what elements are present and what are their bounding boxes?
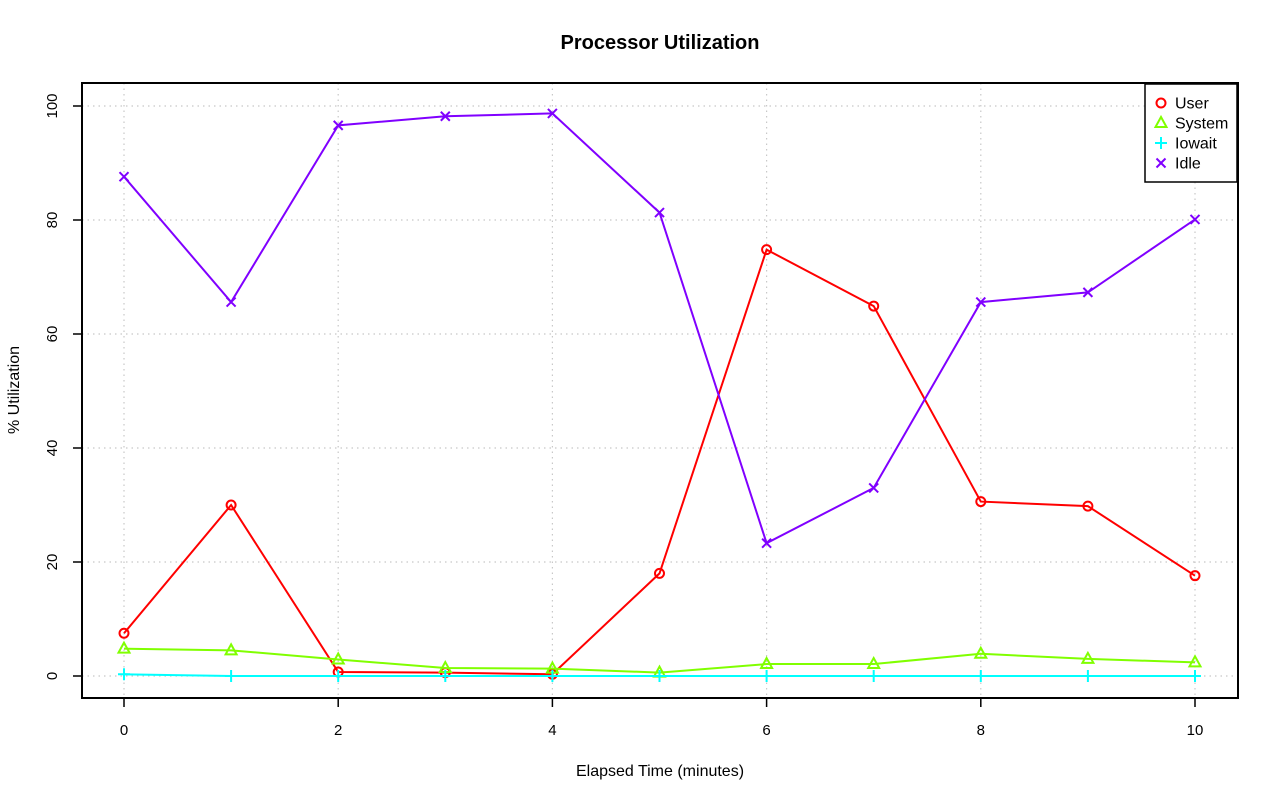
- series-system-point: [223, 642, 239, 656]
- x-axis-title: Elapsed Time (minutes): [576, 763, 744, 780]
- series-user-line: [123, 248, 1196, 676]
- legend-marker-user: [1155, 97, 1167, 109]
- y-tick-label: 20: [44, 554, 61, 571]
- series-idle-point: [118, 171, 130, 182]
- series-iowait-point: [974, 670, 987, 682]
- series-idle-point: [761, 537, 772, 549]
- series-idle-point: [332, 120, 344, 131]
- grid-lines: [82, 83, 1238, 698]
- series-idle: [118, 108, 1201, 549]
- series-idle-point: [1189, 214, 1201, 225]
- x-tick-label: 8: [977, 722, 985, 739]
- series-idle-point: [440, 111, 451, 122]
- series-user-point: [654, 567, 665, 579]
- series-idle-point: [975, 296, 987, 308]
- legend-label-iowait: Iowait: [1175, 136, 1217, 153]
- series-system-point: [866, 655, 881, 670]
- series-iowait-point: [225, 670, 238, 682]
- legend-marker-system: [1153, 114, 1169, 128]
- series-user-point: [1189, 570, 1201, 582]
- series-idle-point: [225, 296, 237, 308]
- series-idle-point: [547, 108, 558, 119]
- series-user-point: [118, 627, 130, 639]
- series-iowait-point: [1189, 670, 1201, 682]
- legend: User System Iowait Idle: [1144, 83, 1238, 183]
- series-system-point: [1187, 654, 1203, 668]
- series-user-point: [868, 300, 880, 312]
- x-tick-label: 10: [1187, 722, 1204, 739]
- series-user-point: [761, 244, 773, 256]
- series-iowait-point: [439, 670, 452, 682]
- series-idle-point: [1082, 287, 1094, 298]
- series-user-point: [1082, 500, 1094, 512]
- y-tick-label: 100: [44, 93, 61, 118]
- y-tick-label: 80: [44, 212, 61, 229]
- y-tick-label: 40: [44, 440, 61, 457]
- series-iowait-point: [867, 670, 880, 682]
- series-user: [118, 244, 1201, 680]
- series-iowait: [118, 668, 1201, 682]
- series-idle-point: [868, 482, 879, 494]
- series-system-point: [973, 645, 988, 659]
- chart-title: Processor Utilization: [561, 32, 760, 54]
- legend-label-user: User: [1175, 96, 1209, 113]
- series-system-line: [123, 647, 1196, 674]
- data-series: [116, 108, 1203, 682]
- series-system-point: [116, 640, 132, 654]
- series-system-point: [331, 651, 346, 665]
- series-idle-line: [123, 112, 1196, 545]
- x-tick-label: 6: [762, 722, 770, 739]
- x-axis: 0 2 4 6 8 10: [120, 698, 1204, 739]
- legend-box: [1144, 83, 1238, 183]
- legend-marker-idle: [1155, 157, 1167, 169]
- x-tick-label: 4: [548, 722, 556, 739]
- series-iowait-point: [653, 670, 666, 682]
- y-axis: 0 20 40 60 80 100: [44, 93, 82, 680]
- y-axis-title: % Utilization: [6, 346, 23, 434]
- series-iowait-point: [546, 670, 559, 682]
- series-system-point: [759, 655, 774, 670]
- series-user-point: [975, 496, 987, 508]
- legend-label-idle: Idle: [1175, 156, 1201, 173]
- series-iowait-point: [332, 670, 345, 682]
- series-idle-point: [654, 207, 665, 218]
- plot-area-border: [81, 82, 1239, 699]
- legend-marker-iowait: [1155, 137, 1167, 149]
- series-iowait-point: [1081, 670, 1094, 682]
- series-system-point: [1080, 650, 1096, 664]
- x-tick-label: 0: [120, 722, 128, 739]
- y-tick-label: 60: [44, 326, 61, 343]
- x-tick-label: 2: [334, 722, 342, 739]
- y-tick-label: 0: [44, 672, 61, 680]
- series-iowait-point: [118, 668, 130, 681]
- legend-label-system: System: [1175, 116, 1228, 133]
- series-user-point: [225, 499, 237, 511]
- series-iowait-point: [760, 670, 773, 682]
